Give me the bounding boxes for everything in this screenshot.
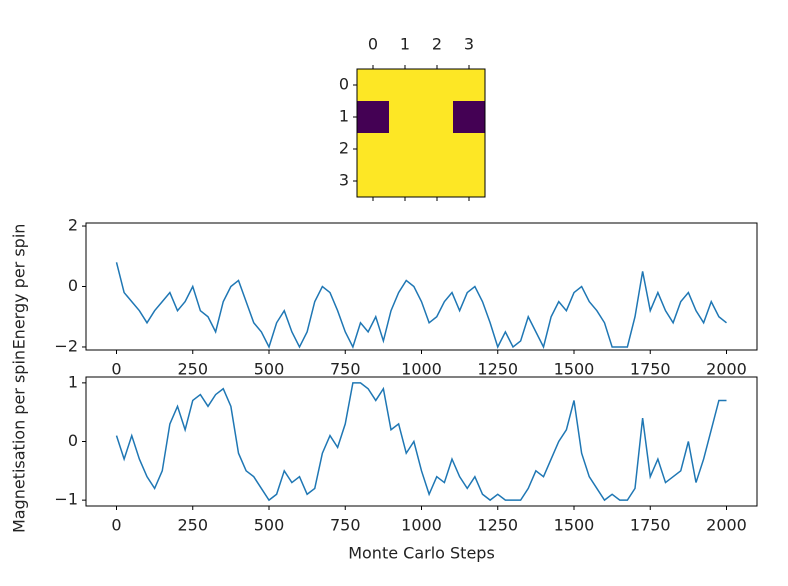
x-tick-label: 1250 bbox=[477, 360, 518, 379]
x-tick-label: 500 bbox=[254, 360, 285, 379]
y-tick-label: 2 bbox=[339, 139, 349, 158]
cell bbox=[357, 69, 390, 102]
y-tick-label: −1 bbox=[54, 490, 78, 509]
y-tick-label: 3 bbox=[339, 171, 349, 190]
x-tick-label: 1500 bbox=[554, 360, 595, 379]
cell bbox=[389, 101, 422, 134]
x-tick-label: 1 bbox=[400, 35, 410, 54]
x-tick-label: 250 bbox=[177, 360, 208, 379]
x-tick-label: 0 bbox=[111, 516, 121, 535]
line bbox=[115, 262, 727, 350]
cell bbox=[357, 165, 390, 198]
y-tick-label: 0 bbox=[68, 276, 78, 295]
y-tick-label: −2 bbox=[54, 336, 78, 355]
cell bbox=[421, 101, 454, 134]
axes-background bbox=[86, 223, 757, 350]
x-tick-label: 1250 bbox=[477, 516, 518, 535]
x-axis-label: Monte Carlo Steps bbox=[348, 544, 495, 563]
x-tick-label: 0 bbox=[368, 35, 378, 54]
y-tick-label: 0 bbox=[339, 75, 349, 94]
y-tick-label: 0 bbox=[68, 431, 78, 450]
x-tick-label: 1000 bbox=[401, 360, 442, 379]
cell bbox=[453, 133, 486, 166]
cell bbox=[357, 133, 390, 166]
cell bbox=[389, 69, 422, 102]
x-tick-label: 1750 bbox=[630, 360, 671, 379]
cell bbox=[357, 101, 390, 134]
x-tick-label: 1500 bbox=[554, 516, 595, 535]
cell bbox=[453, 165, 486, 198]
axes-background bbox=[86, 377, 757, 506]
y-axis-label: Energy per spin bbox=[10, 224, 29, 350]
cell bbox=[453, 69, 486, 102]
cell bbox=[421, 69, 454, 102]
x-tick-label: 1750 bbox=[630, 516, 671, 535]
cell bbox=[389, 133, 422, 166]
x-tick-label: 750 bbox=[330, 516, 361, 535]
x-tick-label: 0 bbox=[111, 360, 121, 379]
x-tick-label: 750 bbox=[330, 360, 361, 379]
y-tick-label: 1 bbox=[68, 372, 78, 391]
y-tick-label: 1 bbox=[339, 107, 349, 126]
x-tick-label: 500 bbox=[254, 516, 285, 535]
line bbox=[115, 382, 727, 502]
axes-frame bbox=[356, 68, 486, 198]
x-tick-label: 1000 bbox=[401, 516, 442, 535]
x-tick-label: 250 bbox=[177, 516, 208, 535]
cell bbox=[421, 133, 454, 166]
cell bbox=[421, 165, 454, 198]
x-tick-label: 2000 bbox=[706, 360, 747, 379]
cell bbox=[453, 101, 486, 134]
x-tick-label: 3 bbox=[464, 35, 474, 54]
y-tick-label: 2 bbox=[68, 216, 78, 235]
x-tick-label: 2 bbox=[432, 35, 442, 54]
y-axis-label: Magnetisation per spin bbox=[10, 350, 29, 533]
x-tick-label: 2000 bbox=[706, 516, 747, 535]
cell bbox=[389, 165, 422, 198]
